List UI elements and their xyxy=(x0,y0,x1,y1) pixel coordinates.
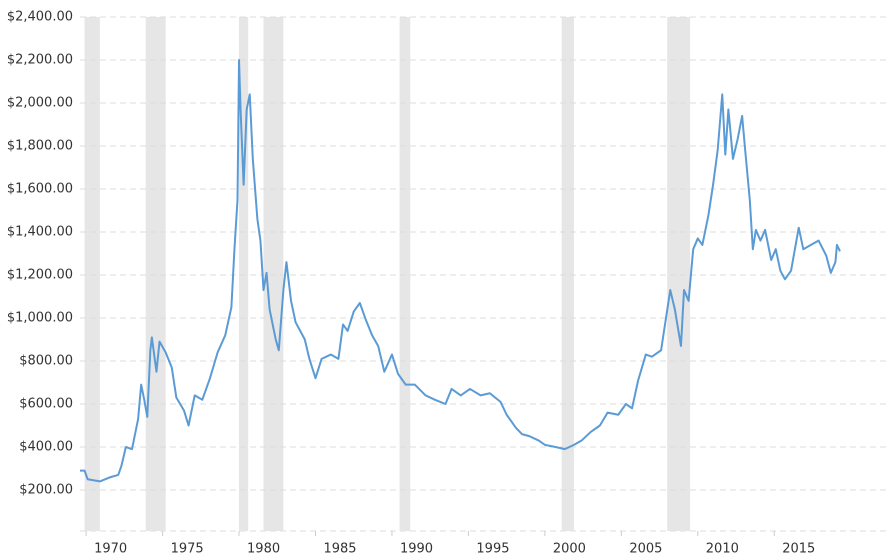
y-tick-label: $400.00 xyxy=(19,440,73,455)
y-tick-label: $1,200.00 xyxy=(7,268,73,283)
x-tick-label: 2000 xyxy=(553,542,586,557)
recession-band xyxy=(84,17,100,531)
x-tick-label: 1985 xyxy=(323,542,356,557)
y-tick-label: $2,200.00 xyxy=(7,53,73,68)
x-tick-label: 1975 xyxy=(171,542,204,557)
x-tick-label: 2010 xyxy=(706,542,739,557)
recession-band xyxy=(263,17,284,531)
recession-band xyxy=(667,17,691,531)
y-tick-label: $2,000.00 xyxy=(7,96,73,111)
recession-band xyxy=(145,17,166,531)
x-tick-label: 1970 xyxy=(94,542,127,557)
recession-band xyxy=(561,17,574,531)
y-tick-label: $600.00 xyxy=(19,397,73,412)
y-tick-label: $1,000.00 xyxy=(7,311,73,326)
recession-band xyxy=(399,17,411,531)
y-tick-label: $1,800.00 xyxy=(7,139,73,154)
x-tick-label: 1990 xyxy=(400,542,433,557)
x-tick-label: 2005 xyxy=(629,542,662,557)
recession-band xyxy=(239,17,249,531)
y-tick-label: $2,400.00 xyxy=(7,10,73,25)
y-tick-label: $800.00 xyxy=(19,354,73,369)
y-tick-label: $200.00 xyxy=(19,483,73,498)
x-tick-label: 1980 xyxy=(247,542,280,557)
y-tick-label: $1,400.00 xyxy=(7,225,73,240)
x-tick-label: 2015 xyxy=(782,542,815,557)
x-tick-label: 1995 xyxy=(476,542,509,557)
y-tick-label: $1,600.00 xyxy=(7,182,73,197)
price-line xyxy=(80,59,841,483)
